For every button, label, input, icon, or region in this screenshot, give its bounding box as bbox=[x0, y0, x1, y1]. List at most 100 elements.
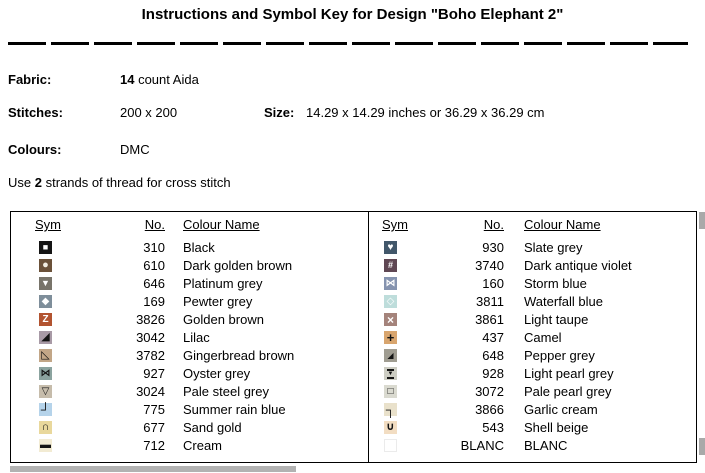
stitches-label: Stitches: bbox=[8, 105, 63, 120]
thread-number: 3072 bbox=[475, 384, 504, 399]
vertical-scrollbar-thumb-bottom[interactable] bbox=[699, 438, 705, 455]
thread-number: 3826 bbox=[136, 312, 165, 327]
column-header-colour-name: Colour Name bbox=[183, 217, 260, 232]
dashed-divider bbox=[8, 42, 688, 45]
symbol-swatch: ◢ bbox=[384, 349, 397, 362]
key-row: # 3740 Dark antique violet bbox=[369, 257, 695, 275]
column-header-sym: Sym bbox=[35, 217, 61, 232]
colour-name: Summer rain blue bbox=[183, 402, 286, 417]
colour-name: Pepper grey bbox=[524, 348, 595, 363]
symbol-swatch: ∩ bbox=[39, 421, 52, 434]
colour-name: Dark antique violet bbox=[524, 258, 632, 273]
key-row: ■ 310 Black bbox=[11, 239, 368, 257]
colours-value: DMC bbox=[120, 142, 150, 157]
thread-number: 677 bbox=[143, 420, 165, 435]
symbol-swatch: ▼ bbox=[39, 277, 52, 290]
symbol-glyph-icon: × bbox=[386, 312, 394, 327]
symbol-swatch: ┐ bbox=[384, 403, 397, 416]
symbol-glyph-icon: ∩ bbox=[41, 421, 50, 433]
column-header-colour-name: Colour Name bbox=[524, 217, 601, 232]
thread-number: 930 bbox=[482, 240, 504, 255]
symbol-swatch: □ bbox=[384, 385, 397, 398]
symbol-swatch: # bbox=[384, 259, 397, 272]
thread-number: 646 bbox=[143, 276, 165, 291]
colour-name: Golden brown bbox=[183, 312, 264, 327]
symbol-glyph-icon: ♥ bbox=[387, 241, 394, 253]
key-table-right-half: Sym No. Colour Name ♥ 930 Slate grey # 3… bbox=[369, 212, 695, 462]
horizontal-scrollbar-thumb[interactable] bbox=[10, 466, 296, 472]
fabric-count: 14 bbox=[120, 72, 135, 87]
thread-number: 3811 bbox=[476, 294, 504, 309]
key-rows-left: ■ 310 Black ● 610 Dark golden brown ▼ 64… bbox=[11, 239, 368, 455]
thread-number: 169 bbox=[143, 294, 165, 309]
colour-name: Gingerbread brown bbox=[183, 348, 295, 363]
symbol-glyph-icon: ▼ bbox=[386, 368, 395, 379]
symbol-glyph-icon: ▬ bbox=[40, 439, 51, 451]
thread-number: 610 bbox=[143, 258, 165, 273]
colour-name: Shell beige bbox=[524, 420, 589, 435]
symbol-swatch: ◢ bbox=[39, 331, 52, 344]
symbol-glyph-icon: ⋈ bbox=[40, 367, 51, 379]
symbol-swatch: ▼ bbox=[384, 367, 397, 380]
vertical-scrollbar-thumb-top[interactable] bbox=[699, 212, 705, 229]
key-row: ◺ 3782 Gingerbread brown bbox=[11, 347, 368, 365]
symbol-glyph-icon: Z bbox=[42, 313, 49, 325]
colour-name: Dark golden brown bbox=[183, 258, 293, 273]
key-row: + 437 Camel bbox=[369, 329, 695, 347]
key-row: ● 610 Dark golden brown bbox=[11, 257, 368, 275]
key-row: Z 3826 Golden brown bbox=[11, 311, 368, 329]
key-row: ▼ 646 Platinum grey bbox=[11, 275, 368, 293]
fabric-type: count Aida bbox=[134, 72, 199, 87]
thread-number: 775 bbox=[143, 402, 165, 417]
key-row: ┘ 775 Summer rain blue bbox=[11, 401, 368, 419]
symbol-glyph-icon: ◆ bbox=[41, 295, 50, 307]
thread-number: 712 bbox=[143, 438, 165, 453]
key-row: ▬ 712 Cream bbox=[11, 437, 368, 455]
key-row: ┐ 3866 Garlic cream bbox=[369, 401, 695, 419]
symbol-glyph-icon: ┐ bbox=[385, 402, 396, 417]
colour-name: Cream bbox=[183, 438, 223, 453]
thread-number: 160 bbox=[482, 276, 504, 291]
fabric-value: 14 count Aida bbox=[120, 72, 199, 87]
thread-number: 648 bbox=[482, 348, 504, 363]
colour-name: Storm blue bbox=[524, 276, 587, 291]
colour-name: Pale steel grey bbox=[183, 384, 269, 399]
key-row: ▼ 928 Light pearl grey bbox=[369, 365, 695, 383]
symbol-glyph-icon: ■ bbox=[42, 242, 49, 252]
column-header-sym: Sym bbox=[382, 217, 408, 232]
key-row: ⋈ 160 Storm blue bbox=[369, 275, 695, 293]
colours-label: Colours: bbox=[8, 142, 62, 157]
thread-number: 543 bbox=[482, 420, 504, 435]
key-row: ◢ 648 Pepper grey bbox=[369, 347, 695, 365]
colour-name: Garlic cream bbox=[524, 402, 598, 417]
symbol-glyph-icon: ◢ bbox=[387, 350, 394, 360]
fabric-label: Fabric: bbox=[8, 72, 52, 87]
key-table-left-half: Sym No. Colour Name ■ 310 Black ● 610 Da… bbox=[11, 212, 369, 462]
key-rows-right: ♥ 930 Slate grey # 3740 Dark antique vio… bbox=[369, 239, 695, 455]
symbol-glyph-icon: # bbox=[387, 260, 393, 270]
symbol-swatch: ● bbox=[39, 259, 52, 272]
colour-name: Light taupe bbox=[524, 312, 589, 327]
key-row: × 3861 Light taupe bbox=[369, 311, 695, 329]
stitches-row: Stitches: 200 x 200 Size: 14.29 x 14.29 inc… bbox=[8, 105, 698, 121]
symbol-glyph-icon: □ bbox=[387, 385, 394, 397]
symbol-glyph-icon: ∪ bbox=[386, 421, 395, 433]
column-header-no: No. bbox=[144, 217, 165, 232]
colour-name: Camel bbox=[524, 330, 562, 345]
thread-number: 928 bbox=[482, 366, 504, 381]
strands-count: 2 bbox=[34, 175, 42, 190]
thread-number: 437 bbox=[482, 330, 504, 345]
symbol-glyph-icon: ◺ bbox=[41, 349, 50, 361]
key-row: ⋈ 927 Oyster grey bbox=[11, 365, 368, 383]
key-row: ∪ 543 Shell beige bbox=[369, 419, 695, 437]
size-value: 14.29 x 14.29 inches or 36.29 x 36.29 cm bbox=[306, 105, 545, 120]
symbol-swatch: ▽ bbox=[39, 385, 52, 398]
key-row: ∩ 677 Sand gold bbox=[11, 419, 368, 437]
thread-number: 3042 bbox=[136, 330, 165, 345]
thread-number: 3861 bbox=[475, 312, 504, 327]
thread-number: 3740 bbox=[475, 258, 504, 273]
key-row: ◆ 169 Pewter grey bbox=[11, 293, 368, 311]
key-row: ◢ 3042 Lilac bbox=[11, 329, 368, 347]
symbol-swatch: ∪ bbox=[384, 421, 397, 434]
stitches-value: 200 x 200 bbox=[120, 105, 178, 120]
